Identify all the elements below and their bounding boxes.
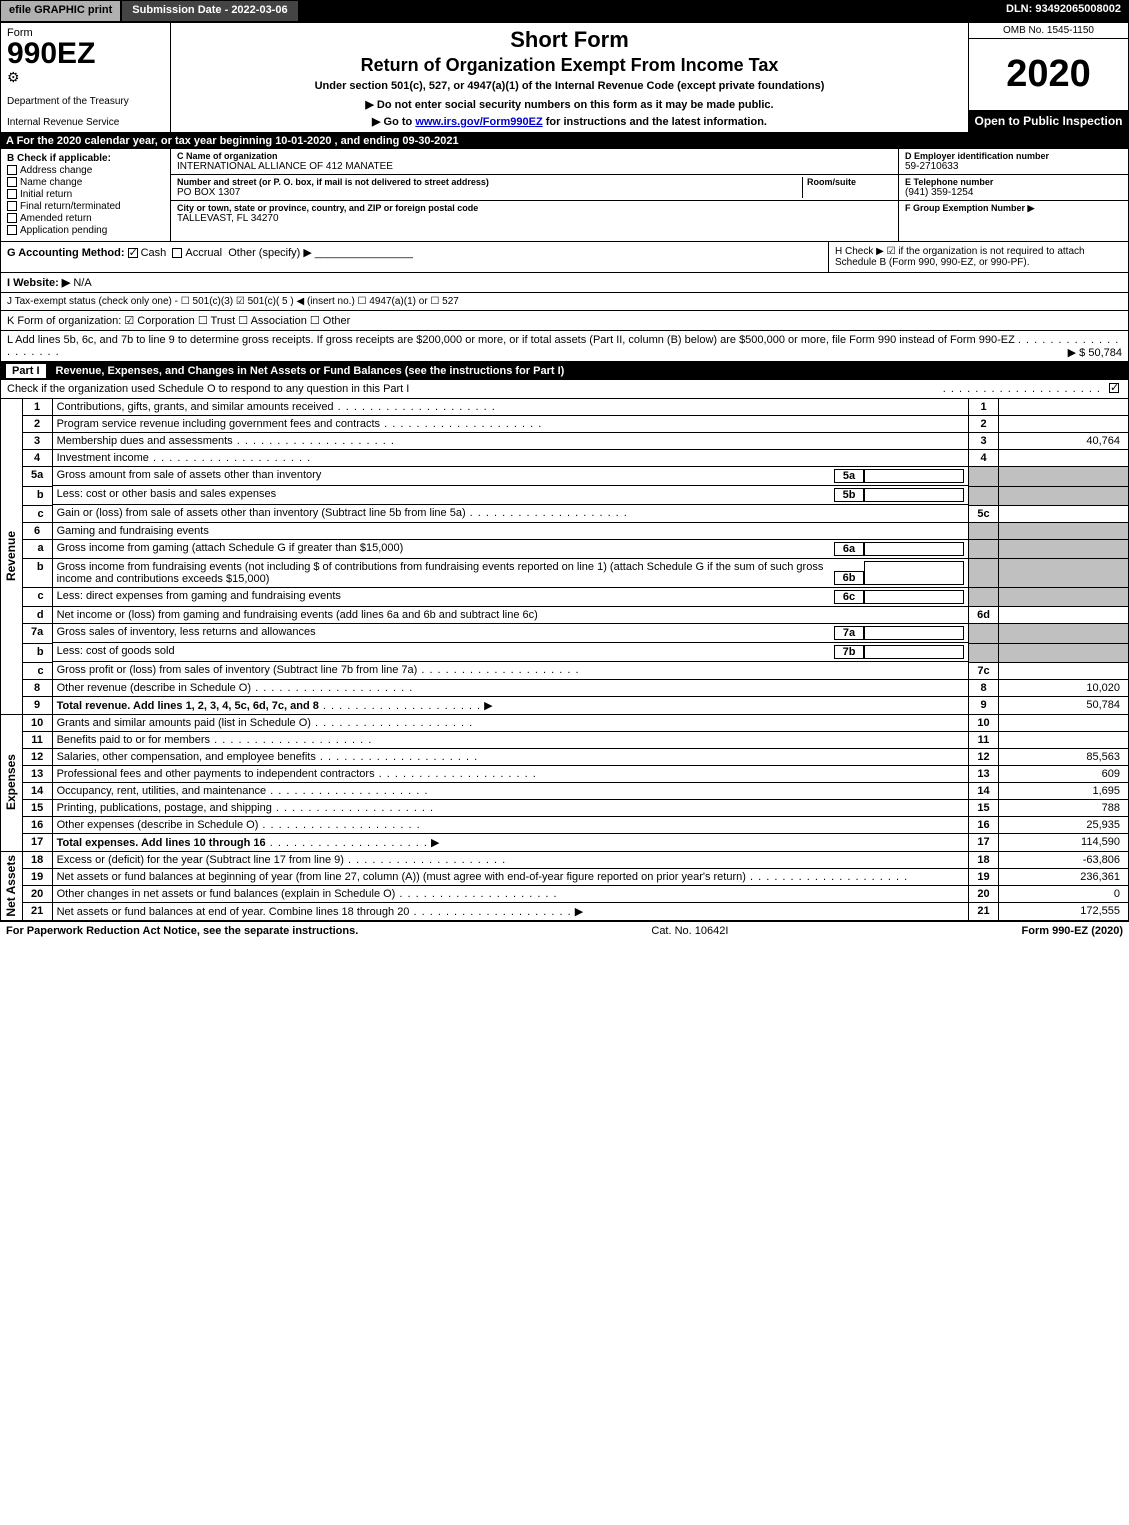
link-pre: ▶ Go to [372, 116, 415, 128]
department: Department of the Treasury [7, 96, 164, 107]
l-text: L Add lines 5b, 6c, and 7b to line 9 to … [7, 334, 1015, 346]
website-value: N/A [73, 277, 91, 289]
c-addr-label: Number and street (or P. O. box, if mail… [177, 177, 802, 187]
chk-initial-return[interactable]: Initial return [7, 189, 164, 200]
link-post: for instructions and the latest informat… [543, 116, 767, 128]
row-a-tax-year: A For the 2020 calendar year, or tax yea… [0, 133, 1129, 149]
group-label: F Group Exemption Number ▶ [905, 203, 1122, 214]
part1-label: Part I [6, 364, 46, 378]
submission-date: Submission Date - 2022-03-06 [121, 0, 298, 22]
tel-label: E Telephone number [905, 177, 1122, 187]
f-group: F Group Exemption Number ▶ [899, 201, 1128, 241]
org-address: PO BOX 1307 [177, 187, 802, 198]
section-b: B Check if applicable: Address change Na… [1, 149, 171, 241]
footer-left: For Paperwork Reduction Act Notice, see … [6, 925, 358, 937]
irs: Internal Revenue Service [7, 117, 164, 128]
chk-schedule-o[interactable] [1109, 383, 1119, 393]
expenses-table: 10Grants and similar amounts paid (list … [22, 715, 1129, 852]
revenue-table: 1Contributions, gifts, grants, and simil… [22, 399, 1129, 715]
footer-right: Form 990-EZ (2020) [1022, 925, 1123, 937]
g-other: Other (specify) ▶ [228, 247, 312, 259]
c-city-row: City or town, state or province, country… [171, 201, 898, 226]
public-inspection: Open to Public Inspection [969, 110, 1128, 132]
tax-year: 2020 [969, 39, 1128, 110]
tel-value: (941) 359-1254 [905, 187, 1122, 198]
subtitle: Under section 501(c), 527, or 4947(a)(1)… [179, 80, 960, 92]
footer-center: Cat. No. 10642I [358, 925, 1021, 937]
ssn-warning: ▶ Do not enter social security numbers o… [179, 98, 960, 111]
part1-sub-text: Check if the organization used Schedule … [7, 383, 943, 395]
section-c: C Name of organization INTERNATIONAL ALL… [171, 149, 898, 241]
section-bcd: B Check if applicable: Address change Na… [0, 149, 1129, 242]
g-cash: Cash [141, 247, 167, 259]
section-g: G Accounting Method: Cash Accrual Other … [1, 242, 828, 272]
section-l: L Add lines 5b, 6c, and 7b to line 9 to … [0, 331, 1129, 362]
title-return: Return of Organization Exempt From Incom… [179, 55, 960, 76]
chk-address-change[interactable]: Address change [7, 165, 164, 176]
header-center: Short Form Return of Organization Exempt… [171, 23, 968, 132]
instructions-link[interactable]: www.irs.gov/Form990EZ [415, 116, 542, 128]
c-city-label: City or town, state or province, country… [177, 203, 892, 213]
header-right: OMB No. 1545-1150 2020 Open to Public In… [968, 23, 1128, 132]
section-j: J Tax-exempt status (check only one) - ☐… [0, 293, 1129, 311]
b-label: B Check if applicable: [7, 153, 164, 164]
form-header: Form 990EZ ⚙ Department of the Treasury … [0, 22, 1129, 133]
part1-title: Revenue, Expenses, and Changes in Net As… [56, 365, 565, 377]
page-footer: For Paperwork Reduction Act Notice, see … [0, 921, 1129, 940]
netassets-table: 18Excess or (deficit) for the year (Subt… [22, 852, 1129, 921]
chk-application-pending[interactable]: Application pending [7, 225, 164, 236]
org-city: TALLEVAST, FL 34270 [177, 213, 892, 224]
section-i: I Website: ▶ N/A [0, 273, 1129, 293]
header-left: Form 990EZ ⚙ Department of the Treasury … [1, 23, 171, 132]
form-number: 990EZ [7, 39, 164, 69]
org-name: INTERNATIONAL ALLIANCE OF 412 MANATEE [177, 161, 892, 172]
section-h: H Check ▶ ☑ if the organization is not r… [828, 242, 1128, 272]
dln: DLN: 93492065008002 [998, 0, 1129, 22]
chk-amended-return[interactable]: Amended return [7, 213, 164, 224]
c-name-label: C Name of organization [177, 151, 892, 161]
l-value: ▶ $ 50,784 [1068, 346, 1122, 359]
seal-icon: ⚙ [7, 69, 164, 86]
e-tel: E Telephone number (941) 359-1254 [899, 175, 1128, 201]
c-name-row: C Name of organization INTERNATIONAL ALL… [171, 149, 898, 175]
ein-label: D Employer identification number [905, 151, 1122, 161]
revenue-rotlabel: Revenue [0, 399, 22, 715]
chk-final-return[interactable]: Final return/terminated [7, 201, 164, 212]
d-ein: D Employer identification number 59-2710… [899, 149, 1128, 175]
c-addr-row: Number and street (or P. O. box, if mail… [171, 175, 898, 201]
room-label: Room/suite [807, 177, 892, 187]
ein-value: 59-2710633 [905, 161, 1122, 172]
part1-sub: Check if the organization used Schedule … [0, 380, 1129, 399]
omb-number: OMB No. 1545-1150 [969, 23, 1128, 39]
expenses-rotlabel: Expenses [0, 715, 22, 852]
spacer [299, 0, 998, 22]
top-bar: efile GRAPHIC print Submission Date - 20… [0, 0, 1129, 22]
chk-accrual[interactable] [172, 248, 182, 258]
chk-name-change[interactable]: Name change [7, 177, 164, 188]
title-short-form: Short Form [179, 27, 960, 53]
chk-cash[interactable] [128, 248, 138, 258]
efile-print-button[interactable]: efile GRAPHIC print [0, 0, 121, 22]
netassets-rotlabel: Net Assets [0, 852, 22, 921]
instructions-line: ▶ Go to www.irs.gov/Form990EZ for instru… [179, 115, 960, 128]
section-gh: G Accounting Method: Cash Accrual Other … [0, 242, 1129, 273]
g-label: G Accounting Method: [7, 247, 125, 259]
i-label: I Website: ▶ [7, 277, 70, 289]
g-accrual: Accrual [185, 247, 222, 259]
section-k: K Form of organization: ☑ Corporation ☐ … [0, 311, 1129, 331]
part1-header: Part I Revenue, Expenses, and Changes in… [0, 362, 1129, 380]
section-def: D Employer identification number 59-2710… [898, 149, 1128, 241]
